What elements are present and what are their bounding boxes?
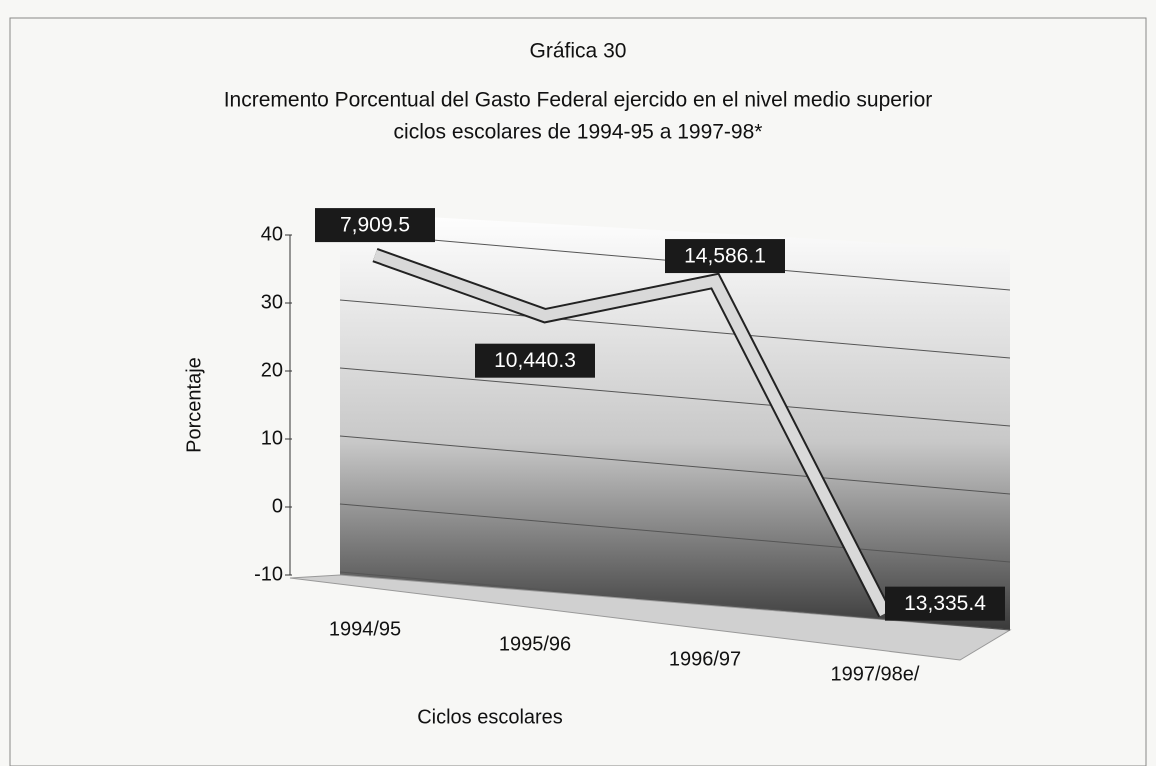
annotation: 10,440.3 [494, 349, 576, 372]
grid-line [339, 503, 1011, 563]
y-tick-label: 30 [261, 291, 283, 313]
y-tick-label: -10 [254, 563, 283, 585]
frame [9, 17, 1147, 766]
chart-title: Incremento Porcentual del Gasto Federal … [224, 89, 933, 112]
chart-title: Gráfica 30 [530, 40, 627, 63]
grid-line [339, 435, 1011, 495]
y-tick-label: 10 [261, 427, 283, 449]
annotation-box [315, 208, 435, 243]
annotation: 14,586.1 [684, 245, 766, 268]
y-tick-label: 40 [261, 223, 283, 245]
annotation-box [475, 343, 595, 378]
annotation: 7,909.5 [340, 214, 410, 237]
y-tick-label: 20 [261, 359, 283, 381]
x-tick-label: 1994/95 [329, 618, 401, 640]
x-axis-label: Ciclos escolares [417, 706, 563, 728]
annotation-box [885, 586, 1005, 621]
grid-line [339, 299, 1011, 359]
chart-title: ciclos escolares de 1994-95 a 1997-98* [394, 121, 763, 144]
x-tick-label: 1996/97 [669, 648, 741, 670]
x-tick-label: 1995/96 [499, 633, 571, 655]
grid-line [339, 367, 1011, 427]
x-tick-label: 1997/98e/ [831, 663, 920, 685]
y-tick-label: 0 [272, 495, 283, 517]
annotation: 13,335.4 [904, 592, 986, 615]
line-series [373, 249, 890, 617]
y-axis-label: Porcentaje [183, 357, 205, 453]
annotation-box [665, 239, 785, 274]
